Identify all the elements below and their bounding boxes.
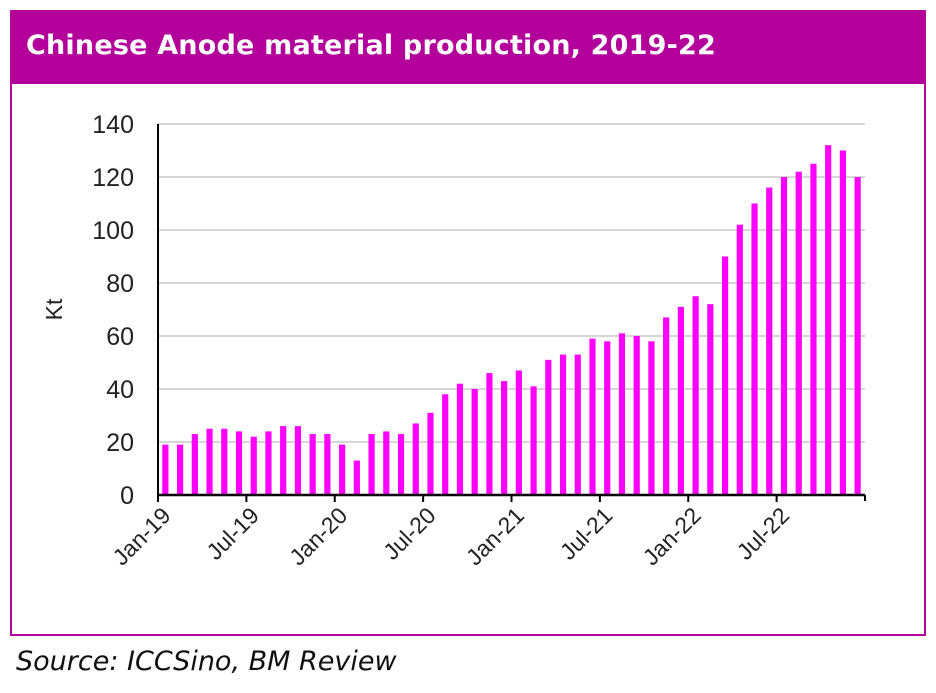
bar [250,436,257,495]
bar [442,394,449,495]
bar [177,444,184,495]
bar [397,434,405,495]
bar [206,428,213,495]
bar [456,383,464,495]
bar [751,203,758,495]
bar [515,370,522,495]
bar [795,171,802,495]
x-tick-label: Jan-20 [284,502,352,570]
bar [692,296,699,495]
bar [221,428,228,495]
y-tick-label: 140 [92,111,134,139]
bar [663,317,670,495]
bar [265,431,272,495]
bar [309,434,316,495]
bar [339,444,346,495]
y-tick-label: 80 [106,270,134,298]
bar [825,145,832,495]
bar [736,224,743,495]
bar [501,381,508,495]
x-tick-label: Jan-21 [461,502,529,570]
bar [412,423,419,495]
bar [810,163,817,495]
x-tick-label: Jul-19 [201,502,264,565]
bar [280,426,287,495]
bar [648,341,655,495]
y-tick-label: 20 [106,429,134,457]
x-tick-label: Jul-20 [378,502,441,565]
bar [235,431,243,495]
bar [707,304,714,495]
bar [162,444,169,495]
bar [780,177,788,495]
bar [545,359,552,495]
bar [589,338,596,495]
bar [486,373,493,495]
y-tick-label: 0 [120,482,134,510]
bar [294,426,302,495]
bar [854,177,861,495]
bar [324,434,331,495]
chart-frame: Chinese Anode material production, 2019-… [10,10,926,636]
bar [368,434,375,495]
bar [383,431,390,495]
x-tick-label: Jul-22 [731,502,794,565]
y-tick-label: 40 [106,376,134,404]
bar [677,306,684,495]
bar [633,336,640,495]
bar [839,150,846,495]
title-bar: Chinese Anode material production, 2019-… [12,12,924,84]
bar [471,389,478,495]
source-note: Source: ICCSino, BM Review [16,646,397,677]
bar [618,333,626,495]
chart-title: Chinese Anode material production, 2019-… [26,30,716,61]
bar [191,434,198,495]
bar [427,412,434,495]
bar [721,256,729,495]
bar [766,187,773,495]
y-axis-label: Kt [41,298,67,320]
y-tick-label: 120 [92,164,134,192]
x-tick-label: Jul-21 [555,502,618,565]
x-tick-label: Jan-22 [638,502,706,570]
bar [559,354,567,495]
bar [574,354,581,495]
bar [530,386,537,495]
bar [353,460,360,495]
y-tick-label: 100 [92,217,134,245]
x-tick-label: Jan-19 [107,502,175,570]
y-tick-label: 60 [106,323,134,351]
bar [604,341,611,495]
